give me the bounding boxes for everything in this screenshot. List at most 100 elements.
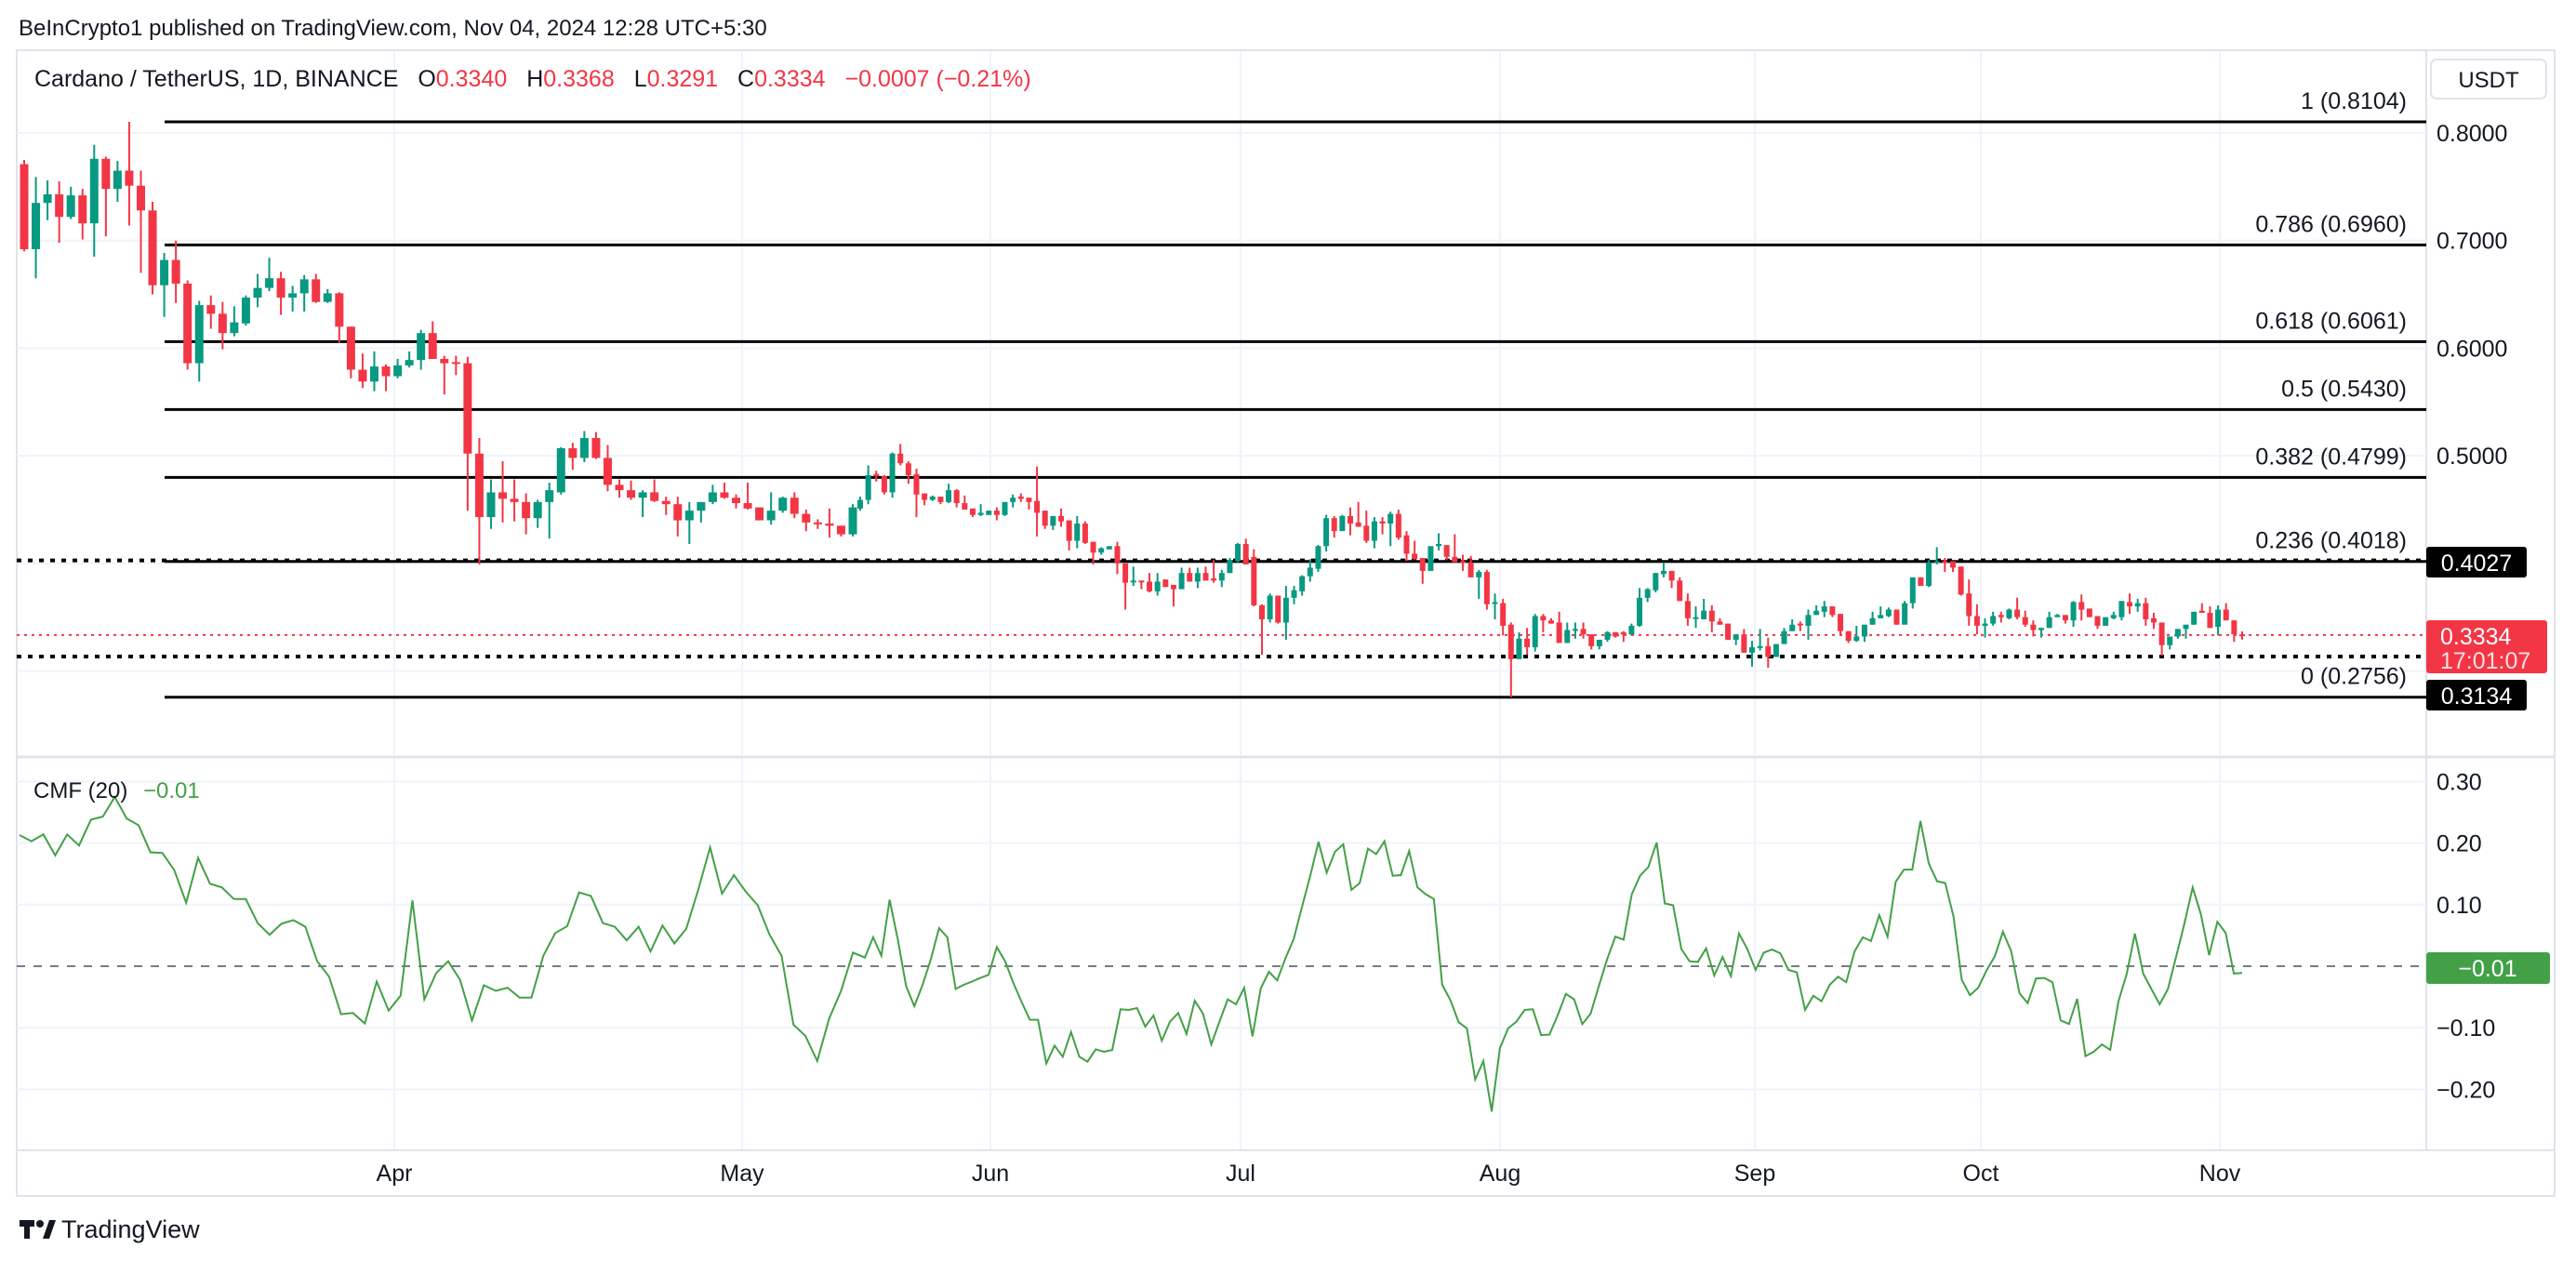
candle-body	[755, 507, 764, 521]
candle-bullish	[43, 179, 52, 220]
time-axis-tick: Aug	[1480, 1161, 1520, 1187]
candle-body	[1162, 579, 1169, 588]
candle-body	[171, 259, 180, 284]
cmf-axis-tick: 0.20	[2437, 831, 2482, 857]
candle-bearish	[358, 353, 367, 389]
candle-bearish	[1507, 622, 1514, 697]
candle-bearish	[2062, 615, 2068, 624]
candle-body	[1861, 624, 1867, 637]
candle-bullish	[1748, 641, 1755, 667]
candlestick-series	[20, 121, 2245, 697]
candle-body	[2183, 624, 2189, 630]
candle-bearish	[498, 460, 508, 523]
candle-body	[1251, 556, 1257, 605]
candle-bullish	[241, 295, 250, 326]
candle-bearish	[1958, 566, 1964, 596]
candle-body	[881, 476, 887, 493]
candle-bullish	[778, 497, 788, 513]
candle-bearish	[1122, 563, 1129, 610]
candle-bearish	[1403, 531, 1410, 562]
candle-bearish	[2207, 606, 2213, 629]
candle-body	[1218, 573, 1225, 581]
candle-body	[32, 203, 41, 249]
candle-bearish	[1202, 566, 1209, 581]
candle-body	[1684, 601, 1691, 618]
candle-bearish	[428, 321, 437, 359]
candle-bearish	[101, 156, 111, 237]
candle-body	[1282, 597, 1289, 623]
price-axis-tick: 0.6000	[2437, 336, 2507, 362]
candle-bearish	[1741, 629, 1747, 653]
candle-bullish	[1291, 586, 1297, 604]
candle-body	[2174, 629, 2181, 637]
candle-bearish	[1918, 577, 1924, 587]
candle-bullish	[1902, 601, 1908, 625]
candle-bullish	[2183, 624, 2189, 639]
candle-bearish	[463, 356, 472, 511]
candle-body	[720, 492, 729, 498]
price-axis[interactable]: 0.8000 0.7000 0.6000 0.5000	[2437, 121, 2507, 470]
candle-body	[1291, 590, 1297, 598]
candle-bullish	[1050, 515, 1056, 530]
candle-body	[2110, 615, 2117, 618]
candle-bearish	[962, 495, 968, 510]
candle-bullish	[1644, 588, 1651, 603]
candle-bearish	[2239, 630, 2245, 640]
candle-bullish	[986, 511, 992, 515]
candle-bearish	[1170, 584, 1176, 607]
cmf-axis[interactable]: 0.30 0.20 0.10 −0.10 −0.20	[2437, 769, 2495, 1103]
candle-bullish	[1218, 569, 1225, 588]
candle-body	[369, 366, 378, 382]
candle-bearish	[1331, 515, 1337, 538]
candle-body	[603, 458, 612, 485]
candle-bullish	[486, 479, 496, 529]
fibonacci-retracement[interactable]: 1 (0.8104) 0.786 (0.6960) 0.618 (0.6061) 0.…	[165, 88, 2426, 699]
candle-bullish	[2038, 628, 2045, 638]
candle-body	[1227, 560, 1233, 574]
candle-bearish	[1452, 534, 1458, 563]
tradingview-logo[interactable]: TradingView	[20, 1215, 200, 1243]
candle-bearish	[1412, 540, 1418, 561]
candle-body	[1789, 624, 1796, 631]
candle-body	[1138, 580, 1145, 583]
candle-bullish	[2191, 611, 2198, 625]
candle-body	[778, 498, 788, 511]
candle-body	[1725, 623, 1732, 640]
candle-body	[1371, 521, 1377, 541]
candle-body	[1419, 558, 1426, 571]
time-axis[interactable]: Apr May Jun Jul Aug Sep Oct Nov	[377, 1161, 2241, 1187]
candle-bearish	[720, 483, 729, 499]
currency-button[interactable]: USDT	[2430, 59, 2547, 100]
candle-bullish	[929, 495, 936, 501]
candle-bearish	[381, 364, 391, 392]
candle-bearish	[1026, 498, 1032, 510]
candle-bullish	[1701, 598, 1707, 619]
grid	[17, 52, 2426, 1149]
candle-bullish	[1194, 567, 1201, 589]
candle-bearish	[1483, 569, 1490, 610]
fib-level-label: 0.382 (0.4799)	[2255, 444, 2407, 470]
tradingview-logo-icon	[20, 1220, 56, 1239]
candle-body	[1813, 610, 1820, 616]
candle-body	[591, 438, 601, 458]
candle-body	[1395, 513, 1401, 538]
cmf-legend[interactable]: CMF (20) −0.01	[33, 778, 200, 803]
candle-bullish	[766, 492, 776, 525]
candle-bearish	[1942, 558, 1948, 573]
candle-body	[148, 210, 157, 285]
candle-bearish	[55, 181, 64, 244]
candle-body	[2103, 617, 2109, 626]
candle-bullish	[1235, 542, 1242, 563]
candle-body	[405, 360, 414, 365]
candle-bearish	[312, 273, 321, 303]
currency-label: USDT	[2458, 68, 2519, 93]
candle-body	[1194, 573, 1201, 582]
candle-body	[922, 493, 928, 500]
candle-body	[1427, 546, 1434, 571]
candle-body	[1379, 521, 1386, 524]
candle-bearish	[2223, 603, 2229, 621]
candle-bullish	[977, 504, 984, 516]
candle-bullish	[417, 329, 426, 370]
candle-bullish	[1002, 501, 1008, 516]
